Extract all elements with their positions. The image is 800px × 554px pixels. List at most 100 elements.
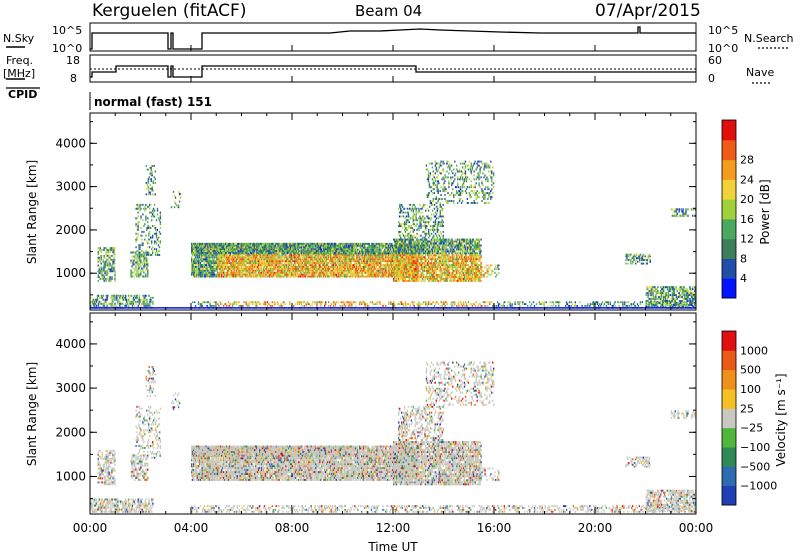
range-time-cell: [111, 298, 113, 301]
range-time-cell: [281, 271, 283, 274]
range-time-cell: [137, 215, 139, 218]
range-time-cell: [142, 219, 144, 222]
range-time-cell: [194, 242, 197, 245]
range-time-cell: [378, 256, 380, 259]
range-time-cell: [309, 242, 311, 245]
range-time-cell: [389, 269, 391, 272]
range-time-cell: [254, 267, 256, 270]
range-time-cell: [136, 275, 138, 278]
range-time-cell: [97, 279, 99, 282]
range-time-cell: [246, 271, 248, 274]
range-time-cell: [250, 264, 252, 267]
range-time-cell: [251, 266, 253, 268]
range-time-cell: [269, 275, 272, 278]
range-time-cell: [192, 250, 194, 252]
range-time-cell: [378, 266, 380, 268]
range-time-cell: [222, 248, 224, 251]
range-time-cell: [398, 248, 401, 251]
range-time-cell: [325, 271, 327, 274]
range-time-cell: [212, 244, 214, 247]
range-time-cell: [336, 269, 339, 272]
range-time-cell: [345, 264, 347, 267]
range-time-cell: [250, 246, 252, 249]
range-time-cell: [364, 264, 367, 267]
range-time-cell: [197, 254, 200, 257]
range-time-cell: [125, 298, 128, 301]
range-time-cell: [131, 255, 133, 258]
range-time-cell: [261, 250, 264, 252]
range-time-cell: [192, 242, 195, 245]
nsky-label: N.Sky: [3, 32, 35, 45]
range-time-cell: [359, 252, 361, 255]
range-time-cell: [316, 275, 318, 278]
range-time-cell: [393, 271, 395, 274]
range-time-cell: [213, 264, 215, 267]
range-time-cell: [361, 267, 363, 270]
range-time-cell: [334, 273, 337, 276]
range-time-cell: [325, 267, 327, 270]
range-time-cell: [125, 294, 127, 297]
range-time-cell: [248, 242, 250, 245]
range-time-cell: [147, 217, 149, 220]
range-time-cell: [268, 256, 271, 259]
range-time-cell: [333, 248, 336, 251]
range-time-cell: [194, 248, 197, 251]
range-time-cell: [295, 275, 298, 278]
range-time-cell: [307, 248, 309, 251]
range-time-cell: [135, 225, 137, 228]
range-time-cell: [304, 266, 306, 268]
range-time-cell: [279, 269, 281, 272]
range-time-cell: [408, 252, 410, 255]
range-time-cell: [100, 302, 103, 305]
range-time-cell: [321, 262, 323, 265]
range-time-cell: [95, 298, 98, 301]
range-time-cell: [293, 271, 296, 274]
range-time-cell: [202, 254, 205, 257]
range-time-cell: [268, 250, 271, 252]
range-time-cell: [208, 273, 210, 276]
range-time-cell: [391, 262, 393, 265]
range-time-cell: [312, 269, 314, 272]
range-time-cell: [306, 256, 308, 259]
range-time-cell: [148, 191, 150, 194]
range-time-cell: [365, 248, 368, 251]
range-time-cell: [316, 250, 318, 252]
range-time-cell: [325, 275, 327, 278]
range-time-cell: [199, 251, 202, 254]
range-time-cell: [280, 254, 282, 257]
range-time-cell: [241, 267, 243, 270]
range-time-cell: [367, 267, 370, 270]
range-time-cell: [223, 273, 225, 276]
range-time-cell: [112, 251, 114, 254]
range-time-cell: [157, 254, 160, 256]
range-time-cell: [142, 294, 144, 297]
range-time-cell: [245, 269, 247, 272]
range-time-cell: [304, 242, 306, 245]
range-time-cell: [152, 252, 154, 254]
range-time-cell: [379, 244, 381, 247]
range-time-cell: [335, 242, 338, 245]
range-time-cell: [137, 255, 139, 258]
range-time-cell: [358, 267, 360, 270]
range-time-cell: [235, 260, 238, 263]
range-time-cell: [149, 172, 151, 175]
range-time-cell: [114, 270, 116, 273]
range-time-cell: [373, 242, 375, 245]
range-time-cell: [93, 302, 96, 305]
range-time-cell: [270, 256, 272, 259]
range-time-cell: [249, 252, 251, 255]
range-time-cell: [389, 242, 391, 245]
range-time-cell: [136, 271, 138, 274]
range-time-cell: [391, 258, 393, 261]
range-time-cell: [293, 266, 295, 268]
range-time-cell: [226, 250, 228, 252]
range-time-cell: [146, 254, 148, 256]
range-time-cell: [150, 211, 152, 214]
range-time-cell: [257, 251, 259, 254]
range-time-cell: [208, 271, 210, 274]
range-time-cell: [133, 259, 135, 262]
range-time-cell: [324, 269, 326, 272]
range-time-cell: [306, 262, 308, 265]
range-time-cell: [382, 273, 384, 276]
range-time-cell: [392, 258, 394, 261]
